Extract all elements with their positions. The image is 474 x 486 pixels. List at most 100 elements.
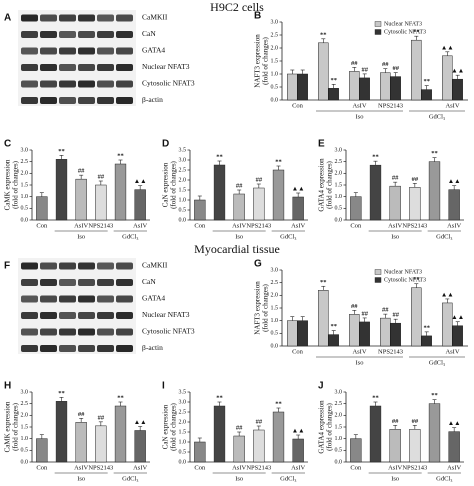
x-tick-label: NPS2143 (402, 464, 427, 471)
group-label: Iso (391, 475, 399, 482)
blot-band (78, 97, 95, 104)
y-tick-label: 2.0 (271, 293, 279, 299)
significance-mark: ** (58, 148, 65, 155)
blot-band (21, 312, 38, 319)
blot-band (97, 97, 114, 104)
bar (428, 161, 441, 221)
blot-band (21, 262, 38, 270)
blot-band (21, 31, 38, 38)
significance-mark: ## (351, 60, 358, 67)
significance-mark: ▲▲ (292, 427, 305, 434)
blot-label: Nuclear NFAT3 (142, 62, 190, 71)
significance-mark: ** (117, 394, 124, 401)
bar (55, 401, 68, 463)
x-tick-label: NPS2143 (402, 222, 427, 229)
blot-band (97, 262, 114, 270)
group-label: GdCl₃ (280, 475, 296, 482)
legend-swatch (374, 29, 382, 35)
significance-mark: ** (423, 78, 430, 85)
significance-mark: ## (412, 418, 419, 425)
significance-mark: ** (275, 400, 282, 407)
bar (359, 77, 370, 101)
y-tick-label: 2.0 (179, 177, 187, 183)
significance-mark: ** (117, 152, 124, 159)
blot-band (21, 328, 38, 336)
bar (292, 196, 304, 221)
x-tick-label: Con (292, 102, 304, 109)
significance-mark: ** (372, 394, 379, 401)
y-tick-label: 0.0 (271, 343, 279, 349)
bar (349, 71, 360, 101)
blot-band (59, 47, 76, 55)
y-tick-label: 3.0 (335, 147, 343, 153)
significance-mark: ## (382, 61, 389, 68)
bar (328, 88, 339, 101)
blot-label: β-actin (142, 343, 163, 352)
section-title: Myocardial tissue (194, 242, 280, 256)
bar (272, 169, 285, 221)
x-tick-label: AsIV (232, 222, 246, 229)
bar (95, 425, 107, 463)
x-tick-label: Con (194, 464, 206, 471)
y-tick-label: 0.5 (21, 206, 29, 212)
y-tick-label: 0.0 (179, 459, 187, 465)
x-tick-label: AsIV (133, 222, 147, 229)
significance-mark: ▲▲ (134, 419, 147, 426)
y-tick-label: 0.5 (21, 448, 29, 454)
blot-band (21, 279, 38, 286)
x-tick-label: NPS2143 (88, 222, 113, 229)
significance-mark: ** (423, 324, 430, 331)
y-tick-label: 2.0 (179, 419, 187, 425)
bar (448, 189, 460, 221)
bar (380, 317, 391, 347)
blot-band (116, 345, 133, 352)
significance-mark: ## (98, 173, 105, 180)
significance-mark: ## (392, 65, 399, 72)
x-tick-label: AsIV (447, 222, 461, 229)
blot-band (21, 47, 38, 55)
blot-band (59, 80, 76, 88)
y-tick-label: 1.5 (21, 182, 29, 188)
bar (452, 78, 463, 101)
blot-band (116, 31, 133, 38)
bar (421, 335, 432, 347)
significance-mark: ## (392, 418, 399, 425)
bar (75, 178, 87, 221)
y-axis-label: CaMK expression (4, 401, 12, 452)
y-tick-label: 1.5 (271, 305, 279, 311)
blot-band (78, 262, 95, 270)
group-label: GdCl₃ (280, 233, 296, 240)
blot-band (21, 14, 38, 22)
y-tick-label: 0.5 (179, 449, 187, 455)
panel-letter: E (318, 139, 325, 150)
y-tick-label: 1.0 (179, 197, 187, 203)
legend-label: Cytosolic NFAT3 (384, 277, 426, 283)
bar (428, 403, 441, 463)
section-title: H9C2 cells (210, 0, 264, 14)
y-axis-label: (fold of changes) (326, 160, 334, 208)
y-tick-label: 0.5 (271, 331, 279, 337)
bar (318, 290, 329, 347)
legend-swatch (374, 21, 382, 27)
y-axis-label: (fold of changes) (262, 36, 270, 84)
y-tick-label: 1.0 (335, 194, 343, 200)
x-tick-label: Con (36, 222, 48, 229)
x-tick-label: AsIV (388, 222, 402, 229)
blot-band (116, 14, 133, 22)
bar (318, 42, 329, 101)
bar (328, 334, 339, 347)
significance-mark: ** (413, 276, 420, 283)
x-tick-label: NPS2143 (378, 348, 403, 355)
y-tick-label: 3.0 (335, 389, 343, 395)
blot-band (97, 279, 114, 286)
bar (369, 405, 382, 463)
y-axis-label: CaMK expression (4, 159, 12, 210)
blot-band (97, 345, 114, 352)
bar (134, 430, 146, 463)
legend-label: Nuclear NFAT3 (384, 269, 422, 275)
bar (442, 55, 453, 101)
y-tick-label: 0.5 (179, 207, 187, 213)
significance-mark: ** (320, 31, 327, 38)
blot-band (59, 295, 76, 303)
blot-band (21, 64, 38, 71)
